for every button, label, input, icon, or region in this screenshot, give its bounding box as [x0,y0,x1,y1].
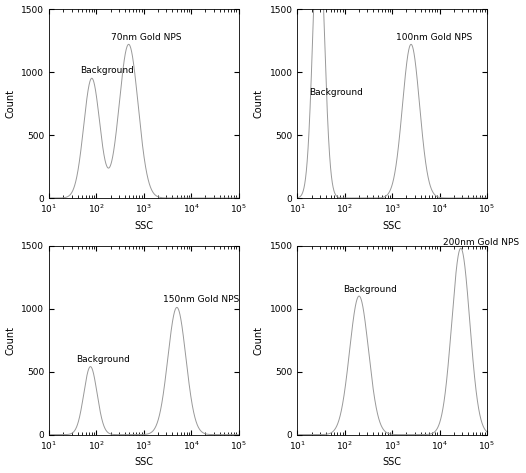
Text: 100nm Gold NPS: 100nm Gold NPS [396,33,472,42]
Text: Background: Background [342,285,397,294]
Text: Background: Background [76,355,130,364]
X-axis label: SSC: SSC [383,221,402,231]
X-axis label: SSC: SSC [134,457,153,467]
X-axis label: SSC: SSC [383,457,402,467]
Y-axis label: Count: Count [254,325,264,355]
Text: 70nm Gold NPS: 70nm Gold NPS [110,33,181,42]
Text: 200nm Gold NPS: 200nm Gold NPS [443,238,520,247]
Y-axis label: Count: Count [254,89,264,118]
Y-axis label: Count: Count [6,89,16,118]
Text: Background: Background [309,88,363,97]
Text: 150nm Gold NPS: 150nm Gold NPS [163,295,239,304]
Text: Background: Background [80,66,134,75]
X-axis label: SSC: SSC [134,221,153,231]
Y-axis label: Count: Count [6,325,16,355]
